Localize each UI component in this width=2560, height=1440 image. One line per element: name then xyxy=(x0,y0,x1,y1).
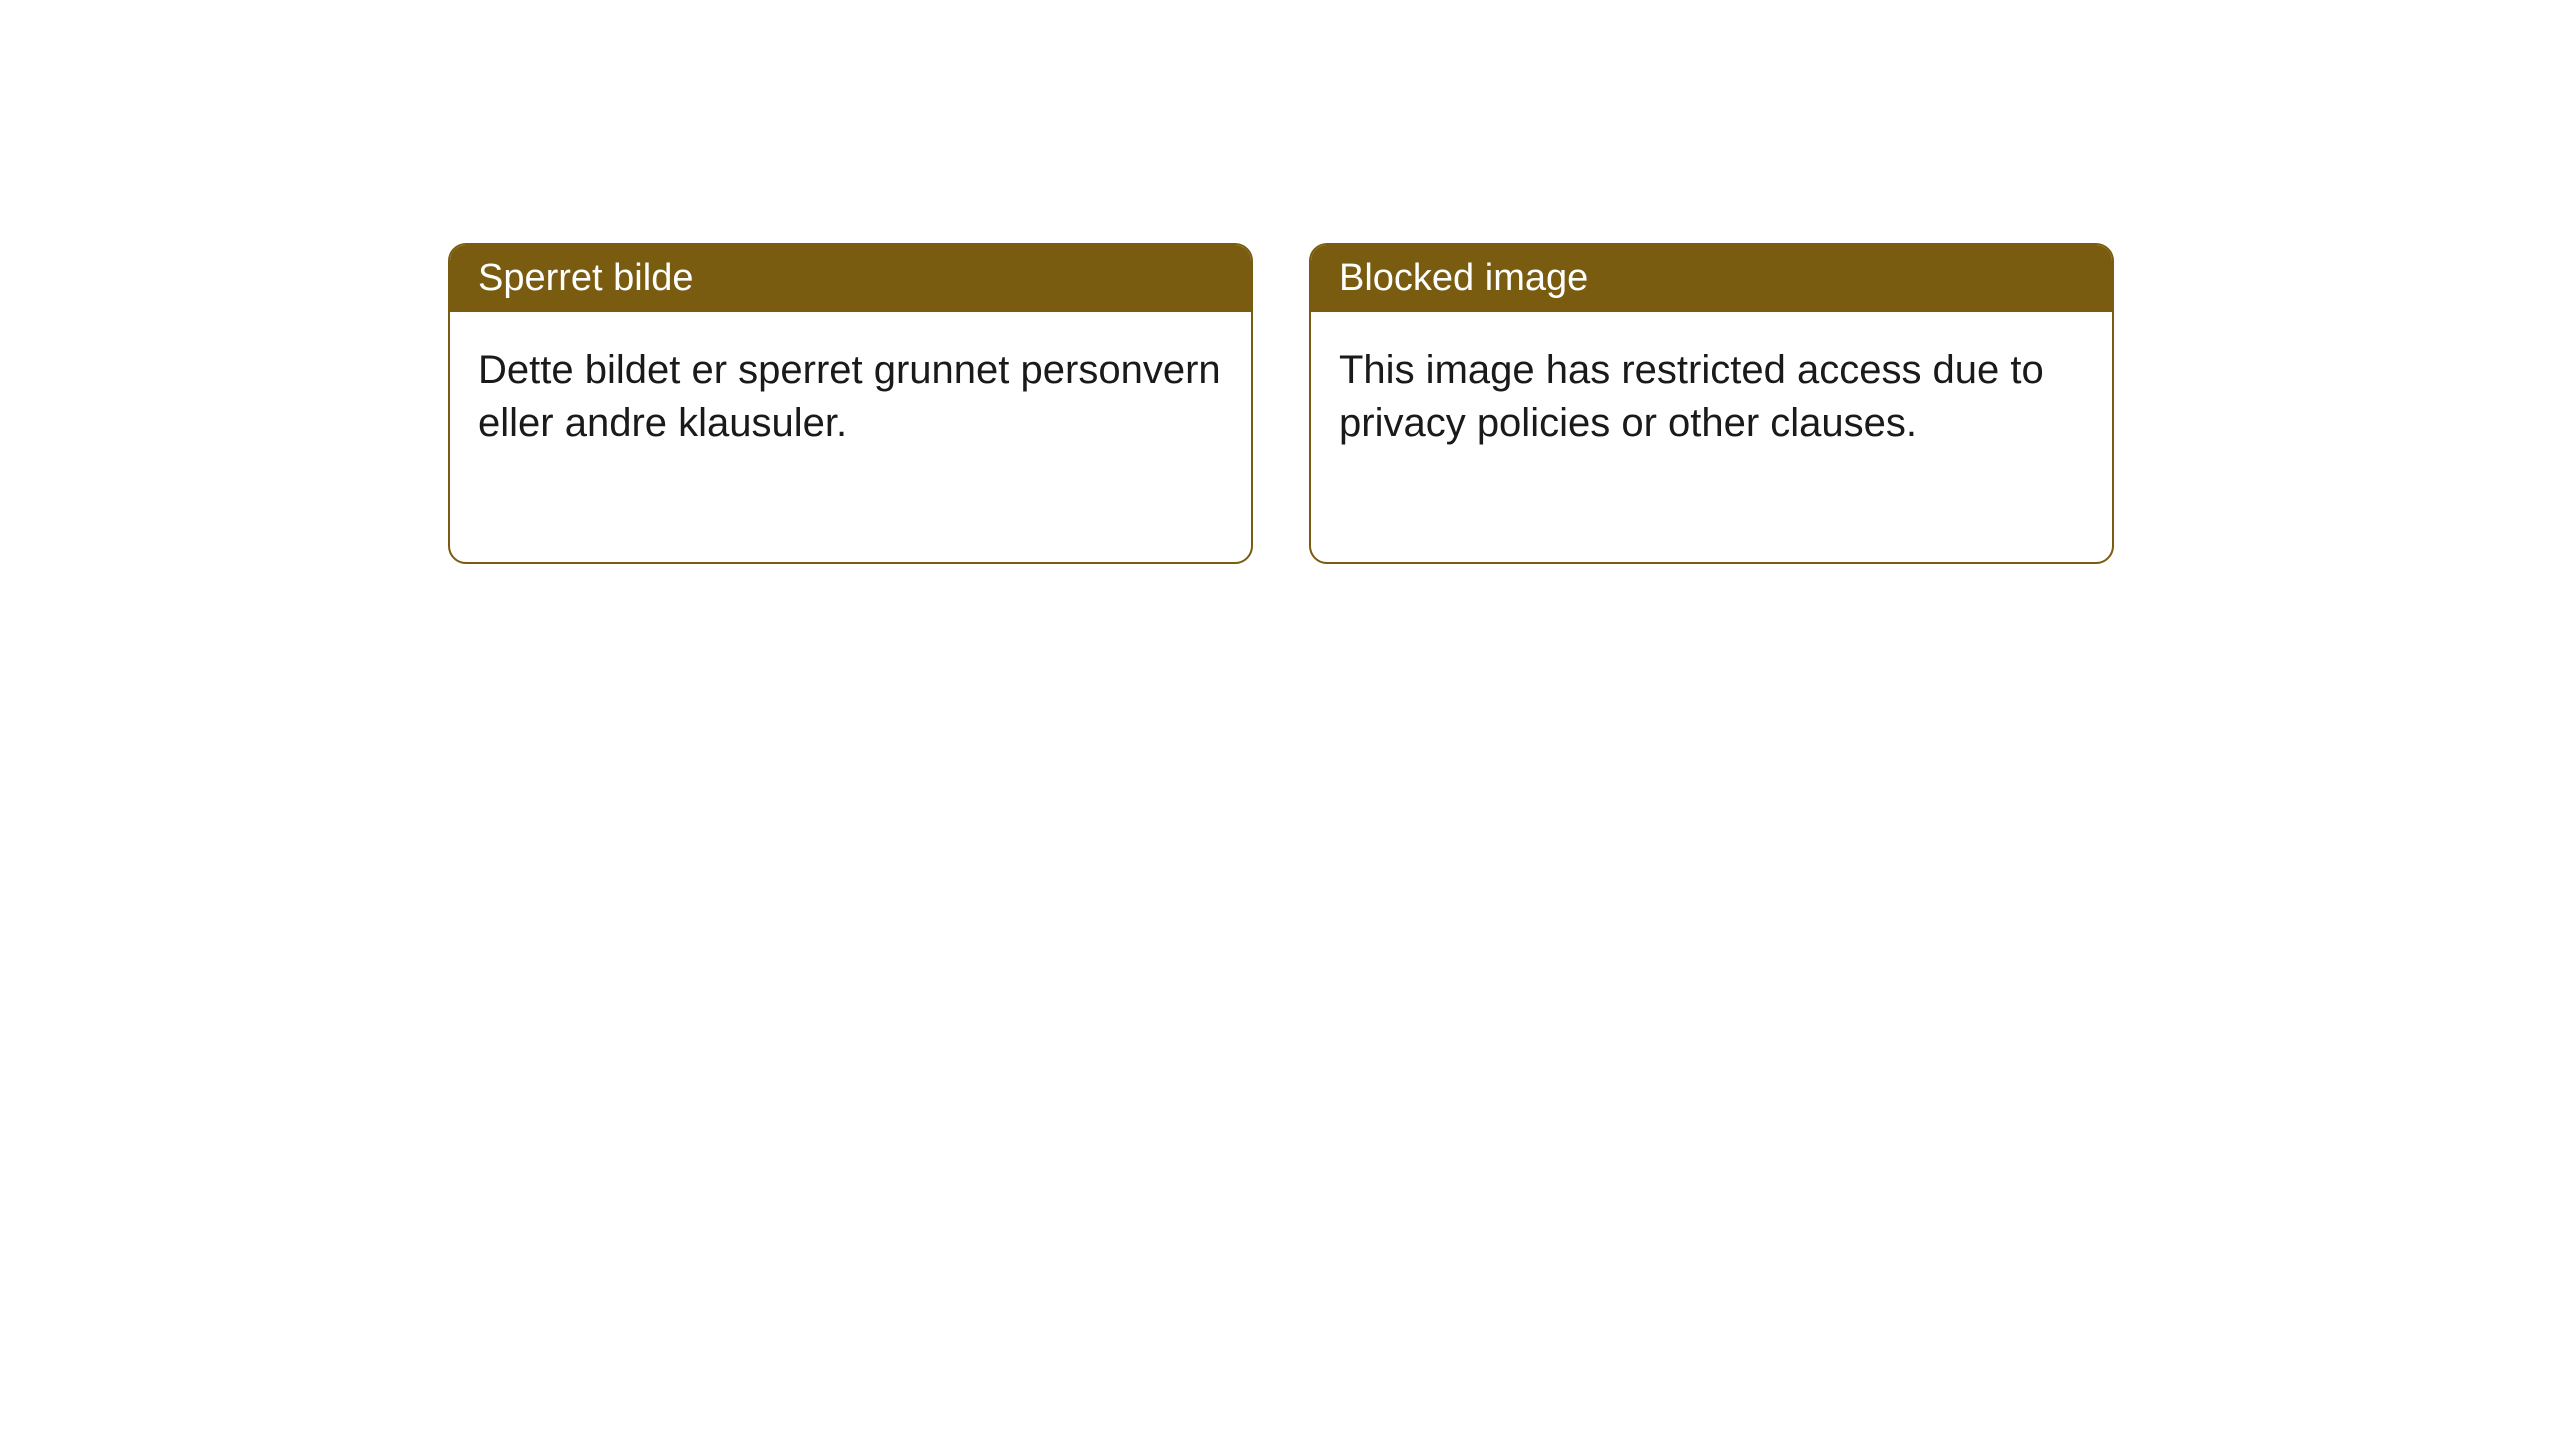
card-header: Blocked image xyxy=(1311,245,2112,312)
card-body: Dette bildet er sperret grunnet personve… xyxy=(450,312,1251,562)
notice-card-norwegian: Sperret bilde Dette bildet er sperret gr… xyxy=(448,243,1253,564)
card-title: Sperret bilde xyxy=(478,257,693,299)
card-header: Sperret bilde xyxy=(450,245,1251,312)
notice-cards-container: Sperret bilde Dette bildet er sperret gr… xyxy=(448,243,2114,564)
card-body-text: Dette bildet er sperret grunnet personve… xyxy=(478,348,1221,445)
card-body: This image has restricted access due to … xyxy=(1311,312,2112,562)
card-body-text: This image has restricted access due to … xyxy=(1339,348,2044,445)
card-title: Blocked image xyxy=(1339,257,1588,299)
notice-card-english: Blocked image This image has restricted … xyxy=(1309,243,2114,564)
